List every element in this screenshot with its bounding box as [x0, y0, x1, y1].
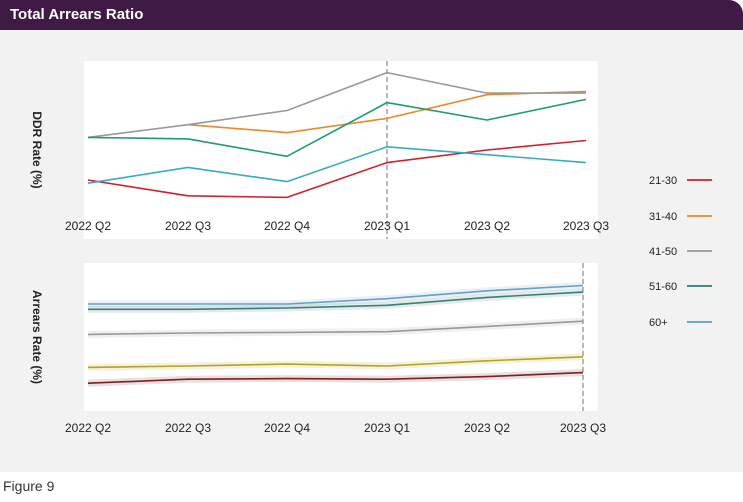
x-tick-label: 2022 Q2 [65, 219, 111, 233]
legend-label-21-30: 21-30 [649, 175, 677, 187]
x-tick-label: 2023 Q2 [464, 421, 510, 435]
x-tick-label: 2023 Q2 [464, 219, 510, 233]
x-tick-label: 2022 Q3 [165, 219, 211, 233]
series-line-31-40 [87, 356, 584, 369]
legend-label-31-40: 31-40 [649, 211, 677, 223]
series-line-51-60 [87, 98, 587, 158]
figure-caption: Figure 9 [3, 478, 55, 494]
header-bar: Total Arrears Ratio [0, 0, 743, 30]
x-tick-label: 2022 Q2 [65, 421, 111, 435]
series-line-51-60 [88, 291, 584, 311]
x-tick-label: 2023 Q1 [364, 219, 410, 233]
plot-area-1 [84, 61, 598, 239]
series-line-41-50 [87, 71, 586, 139]
legend-label-51-60: 51-60 [649, 281, 677, 293]
series-line-21-30 [87, 139, 587, 199]
x-tick-label: 2022 Q4 [264, 219, 310, 233]
x-tick-label: 2022 Q4 [264, 421, 310, 435]
legend-label-41-50: 41-50 [649, 246, 677, 258]
page-title: Total Arrears Ratio [10, 6, 144, 23]
x-tick-label: 2023 Q1 [364, 421, 410, 435]
series-line-41-50 [87, 320, 584, 336]
chart-svg: 2022 Q2 2022 Q3 2022 Q4 2023 Q1 2023 Q2 2023 … [30, 61, 712, 435]
legend-label-60+: 60+ [649, 317, 668, 329]
series-line-60+ [88, 284, 584, 305]
series-line-60+ [87, 146, 587, 184]
x-tick-label: 2022 Q3 [165, 421, 211, 435]
y-axis-label: DDR Rate (%) [30, 111, 44, 188]
y-axis-label: Arrears Rate (%) [30, 290, 44, 384]
x-tick-label: 2023 Q3 [560, 421, 606, 435]
series-line-21-30 [87, 371, 584, 384]
plot-area-2 [84, 263, 598, 411]
chart-panel: 2022 Q2 2022 Q3 2022 Q4 2023 Q1 2023 Q2 2023 … [0, 30, 743, 472]
x-tick-label: 2023 Q3 [563, 219, 609, 233]
